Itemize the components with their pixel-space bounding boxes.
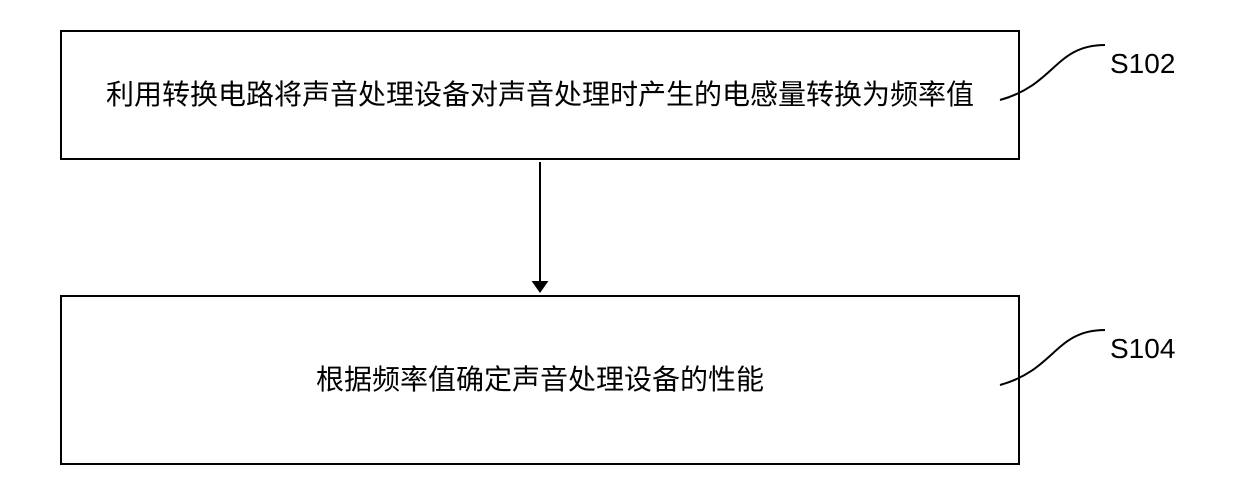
flowchart-arrow bbox=[0, 0, 1240, 503]
flowchart-canvas: 利用转换电路将声音处理设备对声音处理时产生的电感量转换为频率值S102根据频率值… bbox=[0, 0, 1240, 503]
